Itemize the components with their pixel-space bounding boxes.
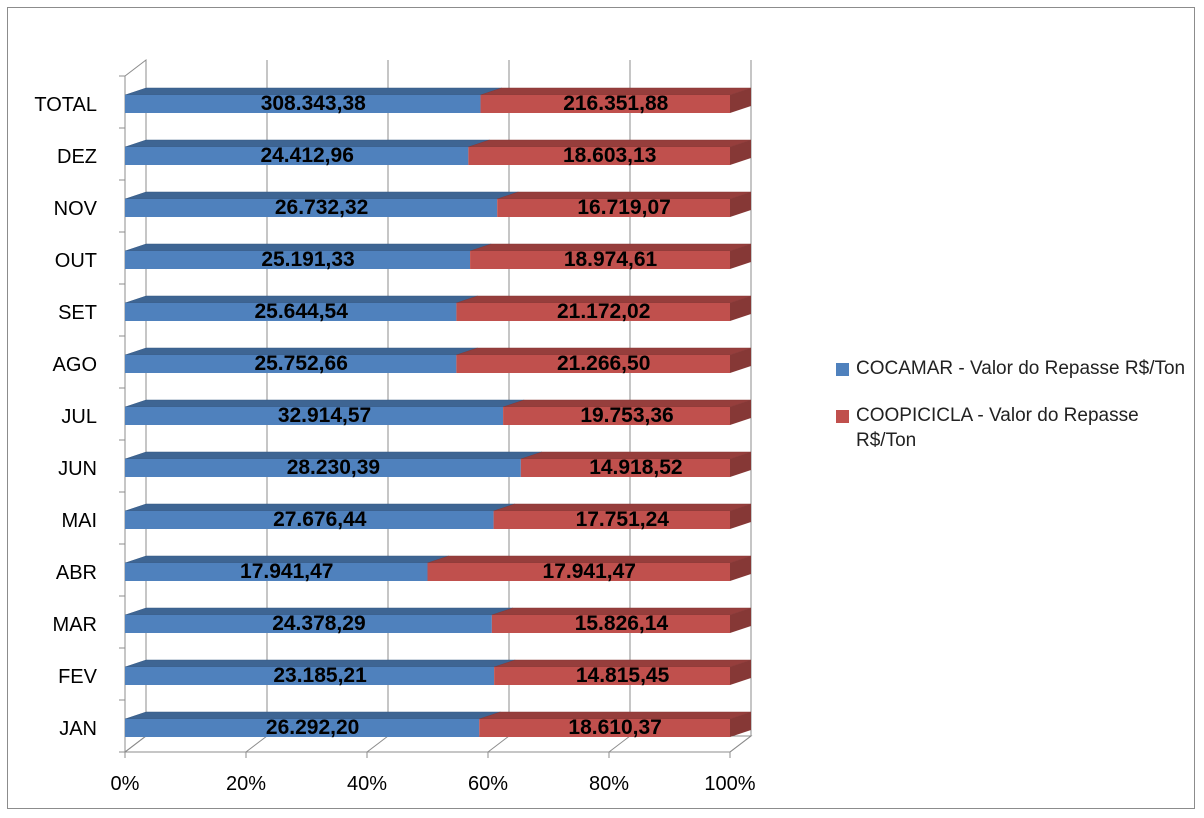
data-label-cocamar: 28.230,39	[287, 456, 380, 479]
data-label-coopicicla: 17.941,47	[543, 560, 636, 583]
data-label-cocamar: 24.378,29	[272, 612, 365, 635]
bar-end-cap	[730, 504, 751, 529]
y-tick-label: FEV	[58, 666, 98, 688]
bar-cocamar	[125, 303, 457, 321]
floor-gridline	[124, 735, 147, 753]
bar-cocamar	[125, 407, 504, 425]
bar-coopicicla	[470, 251, 730, 269]
data-label-cocamar: 27.676,44	[273, 508, 367, 531]
data-label-cocamar: 32.914,57	[278, 404, 371, 427]
bar-end-cap	[730, 348, 751, 373]
legend-label-coopicicla: COOPICICLA - Valor do Repasse R$/Ton	[856, 405, 1139, 451]
y-tick-label: MAR	[53, 614, 97, 636]
bar-coopicicla	[503, 407, 730, 425]
floor-gridline	[245, 735, 268, 753]
bar-cocamar	[125, 199, 498, 217]
data-label-coopicicla: 17.751,24	[576, 508, 670, 531]
bar-coopicicla	[520, 459, 730, 477]
bar-coopicicla	[427, 563, 730, 581]
bar-coopicicla	[456, 355, 730, 373]
x-tick-label: 60%	[468, 773, 508, 795]
bar-coopicicla	[480, 95, 730, 113]
legend-label-cocamar: COCAMAR - Valor do Repasse R$/Ton	[856, 358, 1186, 379]
bar-end-cap	[730, 608, 751, 633]
data-label-coopicicla: 14.918,52	[589, 456, 682, 479]
floor-gridline	[729, 735, 752, 753]
x-tick-label: 100%	[704, 773, 755, 795]
bar-end-cap	[730, 452, 751, 477]
bar-coopicicla	[491, 615, 730, 633]
y-tick-label: AGO	[53, 354, 97, 376]
legend-item-coopicicla: COOPICICLA - Valor do Repasse R$/Ton	[836, 403, 1196, 453]
bar-end-cap	[730, 556, 751, 581]
bar-cocamar	[125, 459, 521, 477]
bar-cocamar	[125, 511, 494, 529]
bar-coopicicla	[494, 667, 730, 685]
data-label-cocamar: 24.412,96	[260, 144, 353, 167]
bar-cocamar	[125, 719, 480, 737]
data-label-coopicicla: 21.266,50	[557, 352, 650, 375]
bar-end-cap	[730, 192, 751, 217]
bar-cocamar	[125, 355, 457, 373]
chart-plot: 0% 20% 40% 60% 80% 100% TOTAL 308.343,38 216.351…	[34, 58, 756, 795]
floor-gridline	[608, 735, 631, 753]
y-tick-label: NOV	[54, 198, 98, 220]
data-label-cocamar: 308.343,38	[261, 92, 366, 115]
bar-end-cap	[730, 88, 751, 113]
legend-swatch-coopicicla	[836, 410, 849, 423]
x-tick-label: 0%	[111, 773, 140, 795]
bar-coopicicla	[497, 199, 730, 217]
bar-coopicicla	[493, 511, 730, 529]
data-label-cocamar: 25.191,33	[261, 248, 354, 271]
data-label-coopicicla: 21.172,02	[557, 300, 650, 323]
data-label-cocamar: 26.732,32	[275, 196, 368, 219]
data-label-coopicicla: 15.826,14	[575, 612, 669, 635]
data-label-coopicicla: 19.753,36	[580, 404, 673, 427]
bar-cocamar	[125, 251, 471, 269]
data-label-coopicicla: 18.603,13	[563, 144, 656, 167]
y-tick-label: ABR	[56, 562, 97, 584]
bar-end-cap	[730, 660, 751, 685]
y-tick-label: OUT	[55, 250, 97, 272]
data-label-coopicicla: 18.974,61	[564, 248, 658, 271]
y-tick-label: MAI	[61, 510, 97, 532]
legend: COCAMAR - Valor do Repasse R$/Ton COOPIC…	[836, 356, 1196, 475]
data-label-cocamar: 23.185,21	[273, 664, 367, 687]
x-tick-label: 40%	[347, 773, 387, 795]
bar-end-cap	[730, 140, 751, 165]
legend-swatch-cocamar	[836, 363, 849, 376]
bar-end-cap	[730, 296, 751, 321]
legend-item-cocamar: COCAMAR - Valor do Repasse R$/Ton	[836, 356, 1196, 381]
y-tick-label: DEZ	[57, 146, 97, 168]
chart-frame: 0% 20% 40% 60% 80% 100% TOTAL 308.343,38 216.351…	[7, 7, 1195, 809]
bar-cocamar	[125, 147, 469, 165]
data-label-cocamar: 25.752,66	[254, 352, 347, 375]
bar-coopicicla	[456, 303, 730, 321]
bar-end-cap	[730, 712, 751, 737]
y-tick-label: JAN	[59, 718, 97, 740]
x-tick-label: 20%	[226, 773, 266, 795]
data-label-cocamar: 25.644,54	[254, 300, 348, 323]
y-tick-label: JUN	[58, 458, 97, 480]
bar-end-cap	[730, 244, 751, 269]
y-tick-label: JUL	[61, 406, 97, 428]
bar-cocamar	[125, 563, 428, 581]
data-label-cocamar: 17.941,47	[240, 560, 333, 583]
bar-coopicicla	[468, 147, 730, 165]
floor-gridline	[487, 735, 510, 753]
y-tick-label: TOTAL	[34, 94, 97, 116]
x-tick-label: 80%	[589, 773, 629, 795]
y-tick-label: SET	[58, 302, 97, 324]
bar-cocamar	[125, 95, 481, 113]
bar-cocamar	[125, 667, 495, 685]
data-label-cocamar: 26.292,20	[266, 716, 359, 739]
bar-cocamar	[125, 615, 492, 633]
data-label-coopicicla: 14.815,45	[576, 664, 670, 687]
data-label-coopicicla: 18.610,37	[568, 716, 661, 739]
bar-coopicicla	[479, 719, 730, 737]
data-label-coopicicla: 216.351,88	[563, 92, 668, 115]
data-label-coopicicla: 16.719,07	[577, 196, 670, 219]
floor-gridline	[366, 735, 389, 753]
bar-end-cap	[730, 400, 751, 425]
